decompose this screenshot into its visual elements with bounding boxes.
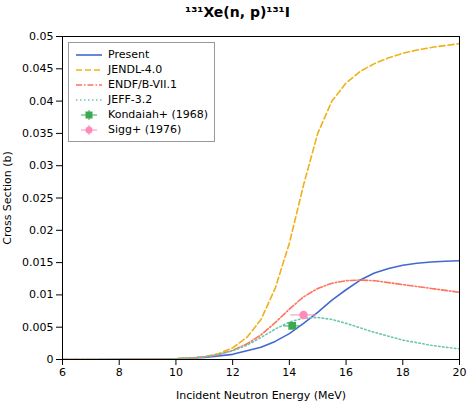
svg-text:14: 14: [282, 366, 296, 379]
html-text:Present: Present: [108, 48, 150, 61]
svg-text:16: 16: [339, 366, 353, 379]
svg-text:18: 18: [396, 366, 410, 379]
html-text:JEFF-3.2: JEFF-3.2: [108, 93, 153, 106]
html-text:JENDL-4.0: JENDL-4.0: [108, 63, 163, 76]
svg-text:0.035: 0.035: [22, 127, 54, 140]
svg-text:0.01: 0.01: [29, 288, 54, 301]
svg-text:0.02: 0.02: [29, 224, 54, 237]
svg-text:0.04: 0.04: [29, 95, 54, 108]
svg-text:12: 12: [226, 366, 240, 379]
html-text:¹³¹Xe(n, p)¹³¹I: ¹³¹Xe(n, p)¹³¹I: [185, 4, 290, 20]
svg-text:10: 10: [169, 366, 183, 379]
svg-text:6: 6: [59, 366, 66, 379]
svg-text:0.05: 0.05: [29, 30, 54, 43]
html-text:Kondaiah+ (1968): Kondaiah+ (1968): [108, 108, 209, 121]
svg-text:0.03: 0.03: [29, 159, 54, 172]
svg-text:Cross Section (b): Cross Section (b): [1, 151, 14, 245]
html-text:Sigg+ (1976): Sigg+ (1976): [108, 123, 182, 136]
svg-text:Incident Neutron Energy (MeV): Incident Neutron Energy (MeV): [176, 389, 346, 402]
svg-text:0.025: 0.025: [22, 192, 54, 205]
svg-text:0.045: 0.045: [22, 62, 54, 75]
svg-text:0.015: 0.015: [22, 256, 54, 269]
svg-text:8: 8: [116, 366, 123, 379]
svg-text:0: 0: [47, 353, 54, 366]
svg-text:0.005: 0.005: [22, 321, 54, 334]
svg-text:20: 20: [453, 366, 467, 379]
html-text:ENDF/B-VII.1: ENDF/B-VII.1: [108, 78, 178, 91]
